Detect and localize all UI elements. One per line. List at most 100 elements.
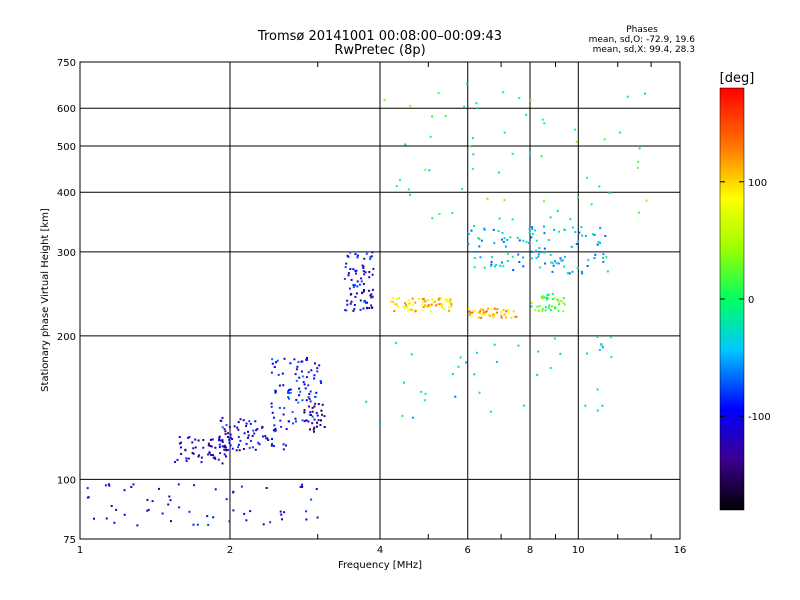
data-point	[558, 303, 561, 306]
data-point	[371, 251, 374, 254]
data-point	[105, 517, 108, 520]
data-point	[207, 442, 210, 445]
data-point	[262, 435, 265, 438]
data-point	[364, 301, 367, 304]
data-point	[363, 289, 365, 291]
data-point	[247, 436, 249, 439]
data-point	[428, 169, 431, 172]
data-point	[302, 381, 305, 384]
data-point	[541, 308, 544, 311]
data-point	[261, 426, 264, 429]
data-point	[191, 441, 194, 444]
data-point	[602, 256, 604, 259]
data-point	[501, 232, 504, 234]
data-point	[147, 508, 150, 511]
data-point	[192, 523, 195, 526]
data-point	[395, 297, 398, 300]
data-point	[503, 199, 506, 202]
data-point	[559, 352, 562, 355]
data-point	[423, 399, 426, 402]
data-point	[220, 439, 223, 442]
data-point	[522, 239, 525, 242]
data-point	[301, 399, 304, 402]
data-point	[365, 400, 368, 403]
data-point	[289, 362, 292, 365]
data-point	[538, 266, 541, 269]
data-point	[231, 438, 234, 440]
data-point	[604, 235, 607, 237]
data-point	[237, 446, 239, 449]
data-point	[525, 113, 528, 116]
data-point	[555, 262, 558, 265]
data-point	[176, 458, 179, 461]
data-point	[438, 212, 441, 215]
data-point	[218, 438, 221, 441]
data-point	[312, 428, 315, 431]
data-point	[411, 297, 414, 300]
data-point	[191, 452, 194, 454]
data-point	[371, 288, 374, 291]
data-point	[522, 256, 525, 259]
data-point	[349, 302, 352, 305]
data-point	[219, 419, 222, 422]
data-point	[146, 498, 149, 501]
data-point	[517, 253, 520, 256]
data-point	[225, 455, 227, 458]
data-point	[454, 395, 457, 398]
data-point	[580, 270, 583, 273]
data-point	[475, 351, 478, 354]
data-point	[472, 153, 475, 156]
data-point	[221, 416, 224, 419]
data-point	[502, 265, 505, 268]
data-point	[167, 503, 170, 506]
data-point	[308, 405, 311, 408]
data-point	[301, 360, 304, 363]
data-point	[313, 418, 316, 421]
data-point	[548, 304, 551, 307]
data-point	[476, 311, 479, 314]
data-point	[316, 414, 319, 417]
data-point	[349, 268, 352, 270]
data-point	[586, 265, 589, 267]
data-point	[360, 277, 363, 280]
data-point	[297, 401, 300, 404]
data-point	[316, 367, 319, 370]
data-point	[517, 344, 520, 347]
data-point	[424, 304, 427, 307]
data-point	[353, 308, 356, 310]
data-point	[638, 211, 640, 214]
data-point	[292, 422, 295, 425]
data-point	[448, 306, 450, 309]
x-tick-label: 4	[377, 545, 383, 556]
data-point	[490, 265, 492, 267]
data-point	[476, 107, 479, 110]
data-point	[229, 433, 232, 436]
data-point	[353, 284, 356, 287]
data-point	[473, 225, 475, 227]
data-point	[311, 422, 314, 425]
data-point	[320, 409, 323, 412]
data-point	[315, 391, 318, 394]
data-point	[507, 311, 510, 314]
data-point	[591, 233, 594, 236]
x-tick-label: 1	[77, 545, 83, 556]
data-point	[496, 308, 499, 311]
data-point	[237, 443, 240, 446]
data-point	[225, 449, 228, 452]
data-point	[299, 390, 302, 393]
data-point	[422, 300, 425, 303]
data-point	[594, 253, 597, 256]
data-point	[275, 361, 277, 364]
data-point	[107, 483, 110, 486]
data-point	[438, 297, 441, 300]
data-point	[295, 379, 298, 382]
data-point	[232, 509, 235, 512]
data-point	[503, 237, 506, 240]
data-point	[223, 444, 226, 447]
y-tick-label: 75	[63, 535, 76, 546]
data-point	[276, 359, 279, 362]
data-point	[303, 411, 306, 414]
data-point	[310, 369, 313, 372]
data-point	[411, 304, 414, 307]
data-point	[347, 255, 350, 258]
